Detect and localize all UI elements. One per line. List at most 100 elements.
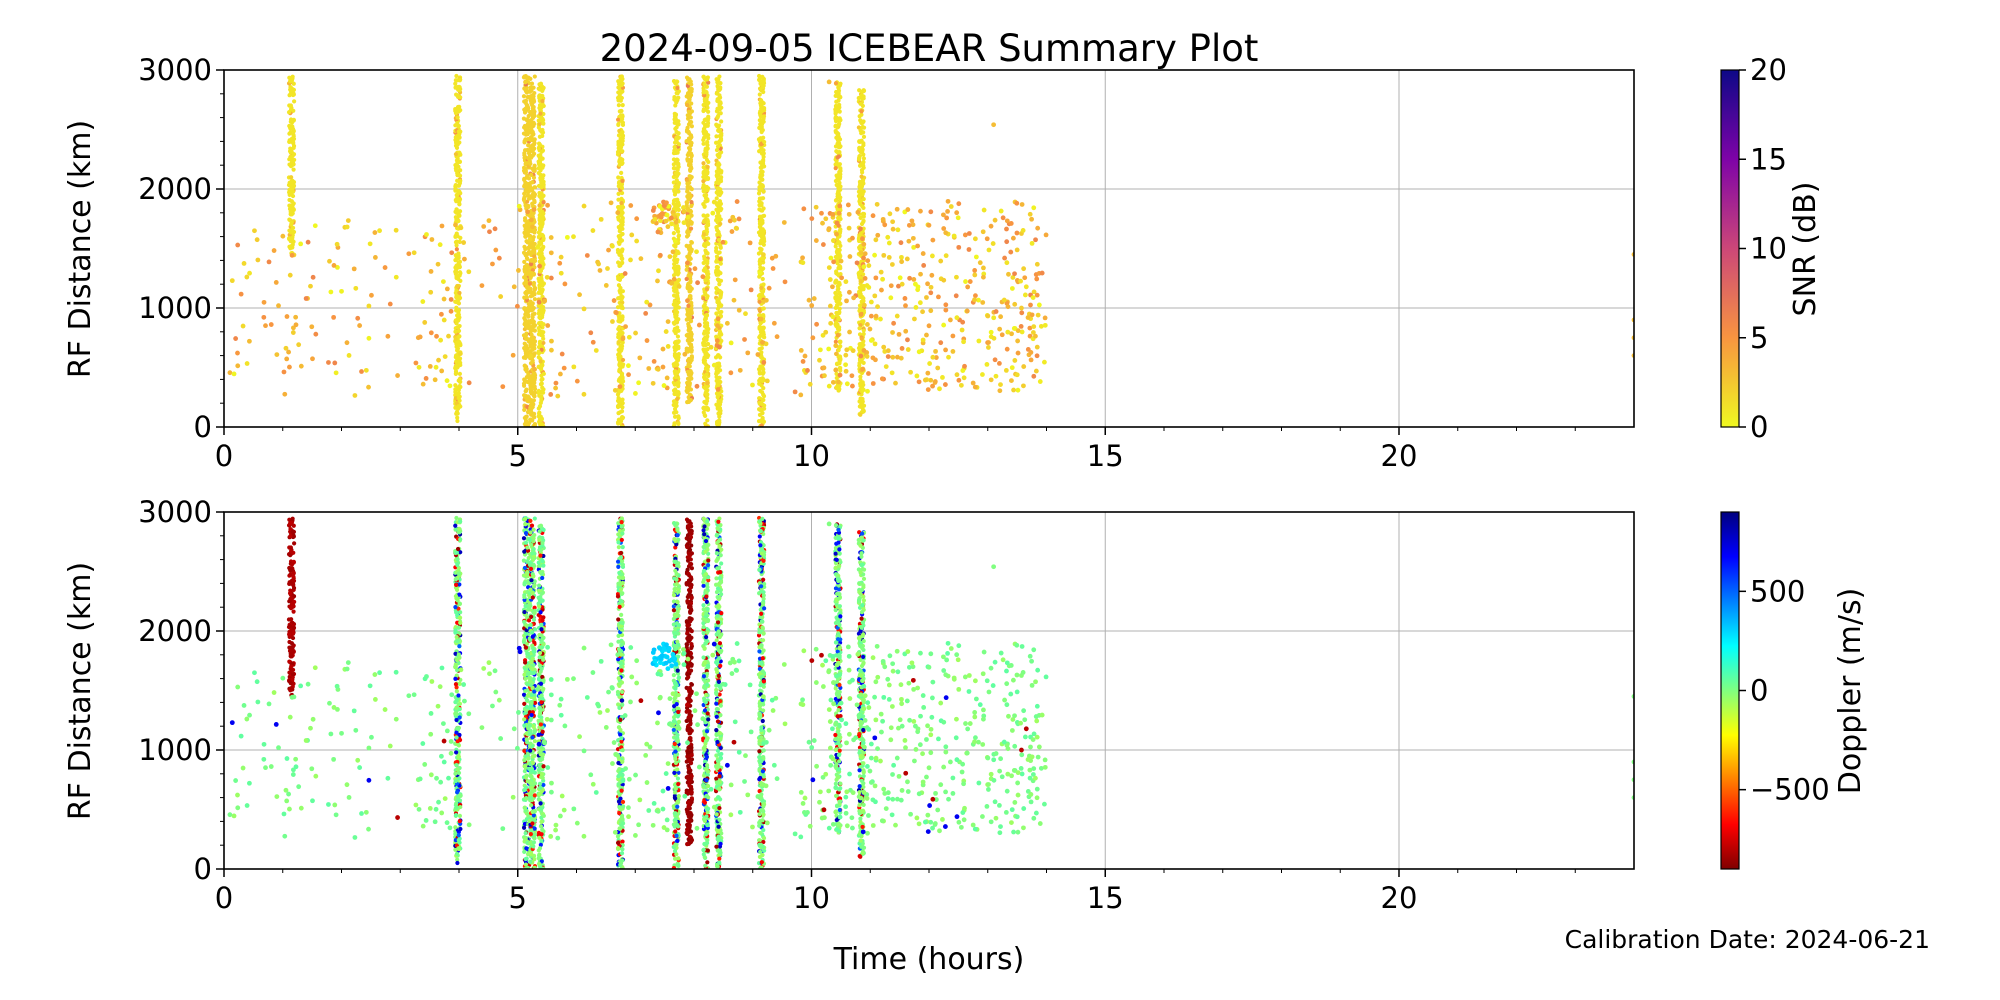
snr-point	[847, 329, 852, 335]
snr-point	[902, 296, 908, 301]
snr-point	[537, 404, 543, 409]
snr-point	[861, 264, 867, 270]
snr-point	[673, 184, 678, 189]
snr-point	[843, 368, 849, 374]
snr-point	[521, 116, 527, 121]
snr-point	[938, 340, 944, 346]
snr-point	[457, 290, 462, 296]
snr-point	[616, 234, 621, 239]
snr-point	[997, 388, 1003, 394]
snr-point	[531, 132, 536, 137]
snr-point	[344, 224, 350, 230]
snr-point	[981, 265, 986, 271]
snr-point	[973, 293, 978, 299]
snr-point	[715, 144, 721, 149]
snr-point	[247, 338, 252, 344]
snr-point	[861, 328, 866, 333]
snr-point	[524, 189, 529, 194]
snr-point	[702, 204, 707, 209]
snr-point	[719, 119, 724, 124]
snr-point	[717, 344, 722, 350]
snr-point	[718, 270, 723, 276]
snr-point	[538, 128, 543, 133]
snr-point	[619, 157, 624, 162]
snr-point	[526, 309, 531, 314]
snr-point	[705, 406, 710, 411]
snr-point	[999, 332, 1005, 338]
snr-point	[522, 177, 527, 182]
snr-point	[539, 258, 544, 263]
snr-point	[669, 280, 675, 286]
snr-point	[861, 348, 867, 353]
snr-point	[837, 306, 842, 311]
snr-point	[759, 109, 764, 114]
snr-point	[530, 192, 535, 197]
snr-point	[704, 152, 709, 157]
snr-point	[792, 389, 798, 395]
snr-point	[714, 272, 719, 277]
snr-point	[970, 380, 976, 386]
snr-point	[811, 296, 817, 301]
snr-point	[858, 353, 864, 359]
snr-point	[522, 107, 527, 112]
snr-point	[759, 169, 764, 174]
snr-point	[581, 391, 587, 397]
snr-point	[617, 162, 622, 167]
snr-point	[809, 216, 815, 222]
snr-point	[953, 293, 959, 299]
snr-point	[701, 74, 706, 79]
snr-point	[716, 237, 721, 242]
snr-point	[714, 402, 719, 407]
snr-point	[674, 179, 679, 184]
snr-point	[960, 368, 966, 373]
snr-point	[612, 387, 618, 393]
snr-point	[434, 333, 439, 339]
snr-point	[619, 82, 624, 87]
snr-point	[455, 418, 460, 424]
snr-point	[532, 254, 537, 259]
snr-point	[539, 417, 544, 422]
snr-point	[715, 152, 720, 158]
snr-point	[672, 79, 677, 84]
snr-point	[351, 266, 357, 272]
snr-point	[619, 247, 625, 252]
snr-point	[620, 336, 626, 342]
snr-point	[734, 199, 740, 204]
snr-point	[538, 111, 543, 116]
snr-point	[719, 105, 724, 110]
snr-point	[921, 263, 927, 268]
snr-point	[298, 241, 304, 247]
snr-point	[1014, 372, 1020, 378]
snr-point	[858, 201, 863, 206]
snr-point	[716, 97, 721, 102]
snr-point	[802, 353, 808, 359]
snr-point	[858, 412, 863, 417]
snr-point	[453, 389, 458, 395]
snr-point	[541, 200, 546, 205]
snr-point	[526, 176, 532, 181]
snr-point	[539, 180, 544, 185]
snr-point	[821, 365, 827, 371]
snr-point	[701, 137, 706, 143]
snr-point	[528, 240, 533, 245]
snr-point	[276, 303, 281, 309]
snr-point	[714, 224, 719, 230]
snr-point	[1004, 226, 1009, 232]
snr-point	[525, 209, 530, 215]
snr-point	[929, 272, 935, 278]
snr-point	[860, 89, 865, 94]
snr-point	[916, 349, 922, 355]
snr-point	[1031, 373, 1037, 379]
snr-point	[617, 369, 622, 374]
snr-point	[433, 364, 439, 370]
snr-point	[761, 135, 766, 140]
snr-point	[490, 261, 495, 267]
snr-point	[530, 188, 535, 193]
snr-point	[956, 201, 962, 207]
snr-point	[837, 162, 842, 167]
x-tick-label: 0	[215, 439, 233, 473]
snr-point	[291, 81, 296, 86]
snr-point	[532, 287, 537, 292]
snr-point	[720, 239, 726, 245]
snr-point	[755, 352, 761, 357]
